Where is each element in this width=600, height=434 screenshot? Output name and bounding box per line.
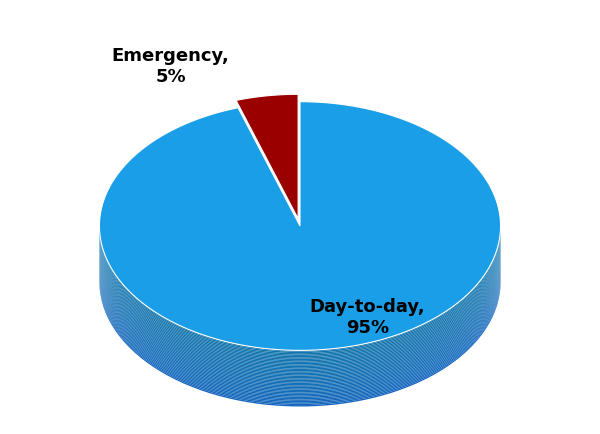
Polygon shape xyxy=(100,275,500,402)
Polygon shape xyxy=(100,249,500,377)
Polygon shape xyxy=(100,253,500,381)
Polygon shape xyxy=(100,268,500,395)
Polygon shape xyxy=(100,242,500,370)
Polygon shape xyxy=(100,259,500,387)
Polygon shape xyxy=(100,234,500,362)
Polygon shape xyxy=(100,233,500,360)
Polygon shape xyxy=(100,225,500,353)
Polygon shape xyxy=(100,230,500,357)
Polygon shape xyxy=(100,260,500,388)
Polygon shape xyxy=(100,262,500,390)
Text: Emergency,
5%: Emergency, 5% xyxy=(112,47,229,86)
Polygon shape xyxy=(100,256,500,384)
Polygon shape xyxy=(100,255,500,383)
Polygon shape xyxy=(100,245,500,373)
Polygon shape xyxy=(100,228,500,356)
Polygon shape xyxy=(100,248,500,376)
Polygon shape xyxy=(100,258,500,385)
Polygon shape xyxy=(100,244,500,372)
Polygon shape xyxy=(100,251,500,378)
Polygon shape xyxy=(100,266,500,394)
Polygon shape xyxy=(100,272,500,399)
Polygon shape xyxy=(100,265,500,392)
Polygon shape xyxy=(100,102,500,350)
Polygon shape xyxy=(100,279,500,407)
Polygon shape xyxy=(100,231,500,359)
Polygon shape xyxy=(100,227,500,355)
Polygon shape xyxy=(100,241,500,368)
Polygon shape xyxy=(100,240,500,367)
Polygon shape xyxy=(100,269,500,397)
Polygon shape xyxy=(100,273,500,401)
Polygon shape xyxy=(100,276,500,404)
Polygon shape xyxy=(100,235,500,363)
Text: Day-to-day,
95%: Day-to-day, 95% xyxy=(310,298,425,337)
Polygon shape xyxy=(100,263,500,391)
Polygon shape xyxy=(100,238,500,366)
Polygon shape xyxy=(100,277,500,405)
Polygon shape xyxy=(100,252,500,380)
Polygon shape xyxy=(100,224,500,352)
Polygon shape xyxy=(100,247,500,374)
Polygon shape xyxy=(236,94,298,219)
Polygon shape xyxy=(100,237,500,365)
Polygon shape xyxy=(100,270,500,398)
